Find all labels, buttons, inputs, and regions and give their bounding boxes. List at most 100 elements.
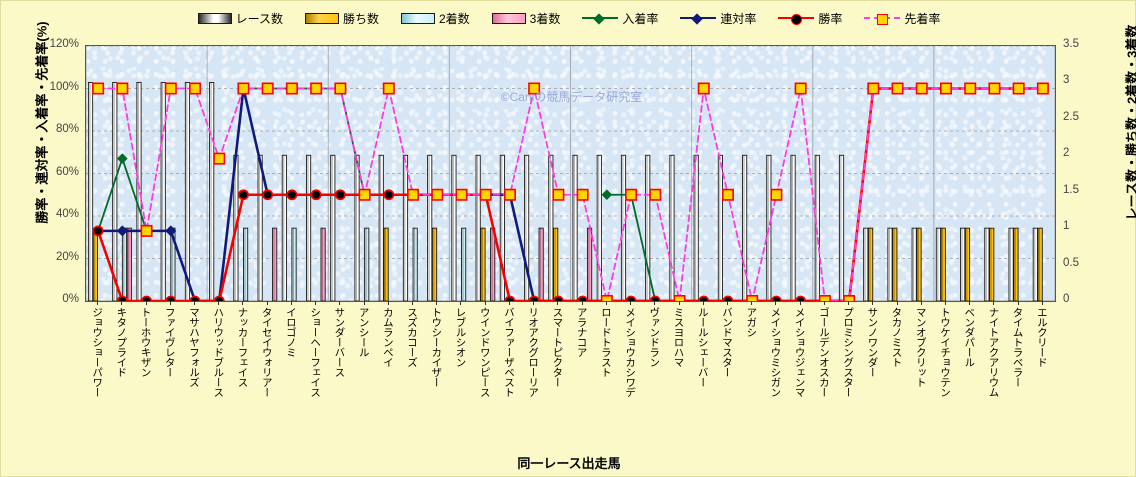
x-tick-label: レブルシオン xyxy=(454,307,467,367)
legend-item-third-count: 3着数 xyxy=(491,10,561,27)
y2-tick-6: 3 xyxy=(1063,74,1070,87)
legend-item-quinella-rate: 連対率 xyxy=(680,10,756,27)
x-tick-mark xyxy=(533,301,535,305)
x-tick-mark xyxy=(920,301,922,305)
bar-勝ち数-36 xyxy=(964,227,971,301)
x-tick-label: メイショウミシガン xyxy=(769,307,782,397)
bar-勝ち数-0 xyxy=(92,227,98,301)
bar-勝ち数-39 xyxy=(1037,227,1043,301)
x-tick-label: ミスヨロハマ xyxy=(672,307,685,367)
bar-2着数-6 xyxy=(243,227,249,301)
bar-レース数-35 xyxy=(935,227,941,301)
bar-レース数-11 xyxy=(354,154,360,301)
x-tick-label: スズカコーズ xyxy=(406,307,419,367)
x-tick-mark xyxy=(169,301,171,305)
bar-勝ち数-35 xyxy=(940,227,946,301)
plot-area: ©Caniの競馬データ研究室 xyxy=(85,45,1056,302)
bar-レース数-38 xyxy=(1008,227,1014,301)
x-tick-label: アラナコア xyxy=(575,307,588,357)
x-tick-label: バイファーザベスト xyxy=(502,307,515,397)
x-tick-label: トウケイチョウテン xyxy=(938,307,951,397)
y2-tick-7: 3.5 xyxy=(1063,38,1079,50)
bar-レース数-37 xyxy=(984,227,990,301)
bar-レース数-10 xyxy=(330,154,336,301)
x-tick-mark xyxy=(654,301,656,305)
bar-勝ち数-33 xyxy=(892,227,898,301)
y-tick-4: 80% xyxy=(55,123,79,135)
x-tick-label: カムランペイ xyxy=(381,307,394,367)
x-tick-mark xyxy=(1017,301,1019,305)
bar-レース数-24 xyxy=(669,154,675,301)
x-tick-label: アガシ xyxy=(745,307,758,337)
x-tick-label: エルクリード xyxy=(1035,307,1048,367)
bar-レース数-17 xyxy=(499,154,505,301)
legend-item-win-rate: 勝率 xyxy=(778,10,842,27)
x-tick-mark xyxy=(121,301,123,305)
x-tick-mark xyxy=(412,301,414,305)
x-tick-label: バンドマスター xyxy=(720,307,733,377)
legend-marker-lead-rate xyxy=(877,14,889,25)
legend-item-lead-rate: 先着率 xyxy=(864,10,940,27)
legend-swatch-lead-rate xyxy=(864,12,901,25)
bar-2着数-15 xyxy=(461,227,467,301)
bar-レース数-23 xyxy=(645,154,651,301)
legend-item-place-rate: 入着率 xyxy=(582,10,658,27)
bar-3着数-9 xyxy=(320,227,326,301)
bar-2着数-1 xyxy=(121,227,128,301)
x-tick-mark xyxy=(751,301,753,305)
x-tick-label: ベンダパール xyxy=(963,307,976,367)
legend-swatch-quinella-rate xyxy=(680,12,717,25)
x-tick-label: ロードトラスト xyxy=(599,307,612,377)
x-tick-mark xyxy=(969,301,971,305)
x-tick-label: サンノワンダー xyxy=(866,307,879,377)
x-tick-label: ジョウショーパワー xyxy=(91,307,104,397)
legend-label-third-count: 3着数 xyxy=(529,11,561,26)
x-tick-mark xyxy=(775,301,777,305)
x-tick-label: ゴールデンオスカー xyxy=(817,307,830,397)
bar-レース数-26 xyxy=(717,154,723,301)
bar-レース数-16 xyxy=(475,154,481,301)
x-tick-mark xyxy=(242,301,244,305)
bar-レース数-1 xyxy=(112,81,118,301)
x-tick-mark xyxy=(508,301,510,305)
bar-勝ち数-32 xyxy=(868,227,874,301)
x-tick-label: ハリウッドブルース xyxy=(212,307,225,397)
legend-marker-quinella-rate xyxy=(691,13,704,25)
x-tick-label: キタノプライド xyxy=(115,307,128,377)
x-tick-mark xyxy=(218,301,220,305)
x-tick-mark xyxy=(702,301,704,305)
bar-レース数-13 xyxy=(402,154,409,301)
bar-勝ち数-16 xyxy=(480,227,486,301)
line-series-先着率 xyxy=(92,82,1049,301)
x-tick-mark xyxy=(678,301,680,305)
x-tick-label: ウインドワンピース xyxy=(478,307,491,397)
bar-勝ち数-37 xyxy=(989,227,995,301)
legend-label-place-rate: 入着率 xyxy=(622,11,659,26)
y-tick-3: 60% xyxy=(55,165,79,178)
y2-tick-2: 1 xyxy=(1063,220,1070,233)
bar-勝ち数-38 xyxy=(1013,227,1019,301)
x-tick-mark xyxy=(848,301,850,305)
legend-marker-place-rate xyxy=(593,13,606,25)
x-tick-mark xyxy=(266,301,268,305)
y2-tick-5: 2.5 xyxy=(1063,110,1079,123)
bar-レース数-19 xyxy=(548,154,554,301)
x-tick-mark xyxy=(630,301,632,305)
x-tick-label: トーホウキザン xyxy=(139,307,152,377)
x-tick-label: プロミシングスター xyxy=(842,307,855,397)
x-tick-mark xyxy=(872,301,874,305)
bar-2着数-11 xyxy=(364,227,370,301)
x-tick-mark xyxy=(896,301,898,305)
bar-レース数-39 xyxy=(1032,227,1038,301)
y-tick-2: 40% xyxy=(55,208,79,220)
y-tick-5: 100% xyxy=(49,80,79,93)
legend-swatch-second-count xyxy=(400,12,435,24)
x-tick-label: マサハヤフォルズ xyxy=(188,307,200,387)
bar-レース数-14 xyxy=(427,154,433,301)
bar-レース数-34 xyxy=(911,227,917,301)
x-tick-label: トウシーカイザー xyxy=(430,307,443,387)
x-tick-label: タイムトラベラー xyxy=(1011,307,1024,387)
legend-swatch-win-count xyxy=(304,12,339,24)
x-tick-label: イロゴノミ xyxy=(284,307,297,357)
legend-swatch-win-rate xyxy=(778,12,815,25)
